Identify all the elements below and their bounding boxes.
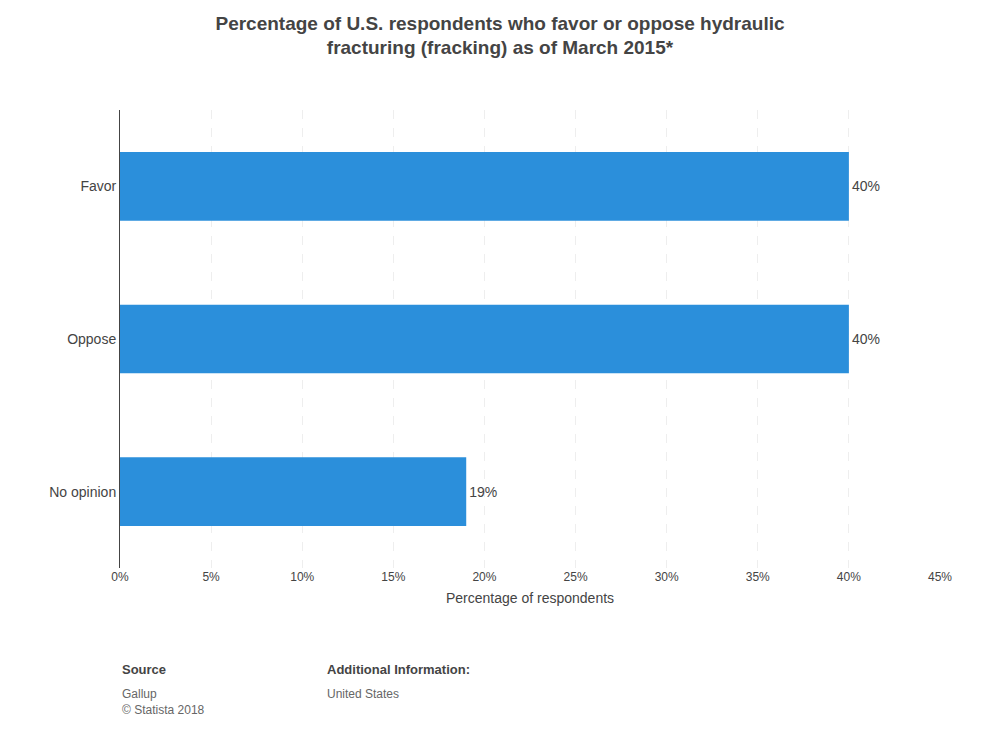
svg-text:Gallup© Statista 2018: Gallup© Statista 2018 [122, 687, 205, 717]
svg-text:Percentage of U.S. respondents: Percentage of U.S. respondents who favor… [215, 13, 784, 59]
svg-text:United States: United States [327, 687, 399, 701]
svg-text:45%: 45% [928, 570, 952, 584]
svg-text:40%: 40% [852, 178, 880, 194]
svg-text:5%: 5% [202, 570, 220, 584]
svg-text:Additional Information:: Additional Information: [327, 662, 470, 677]
svg-text:30%: 30% [655, 570, 679, 584]
svg-text:Percentage of respondents: Percentage of respondents [446, 590, 614, 606]
svg-text:40%: 40% [852, 331, 880, 347]
svg-text:Source: Source [122, 662, 166, 677]
svg-text:25%: 25% [564, 570, 588, 584]
svg-text:40%: 40% [837, 570, 861, 584]
svg-text:20%: 20% [472, 570, 496, 584]
svg-text:Favor: Favor [80, 178, 116, 194]
svg-text:19%: 19% [469, 484, 497, 500]
svg-text:Oppose: Oppose [67, 331, 116, 347]
svg-text:35%: 35% [746, 570, 770, 584]
svg-text:15%: 15% [381, 570, 405, 584]
svg-text:No opinion: No opinion [49, 484, 116, 500]
svg-text:10%: 10% [290, 570, 314, 584]
svg-text:0%: 0% [111, 570, 129, 584]
